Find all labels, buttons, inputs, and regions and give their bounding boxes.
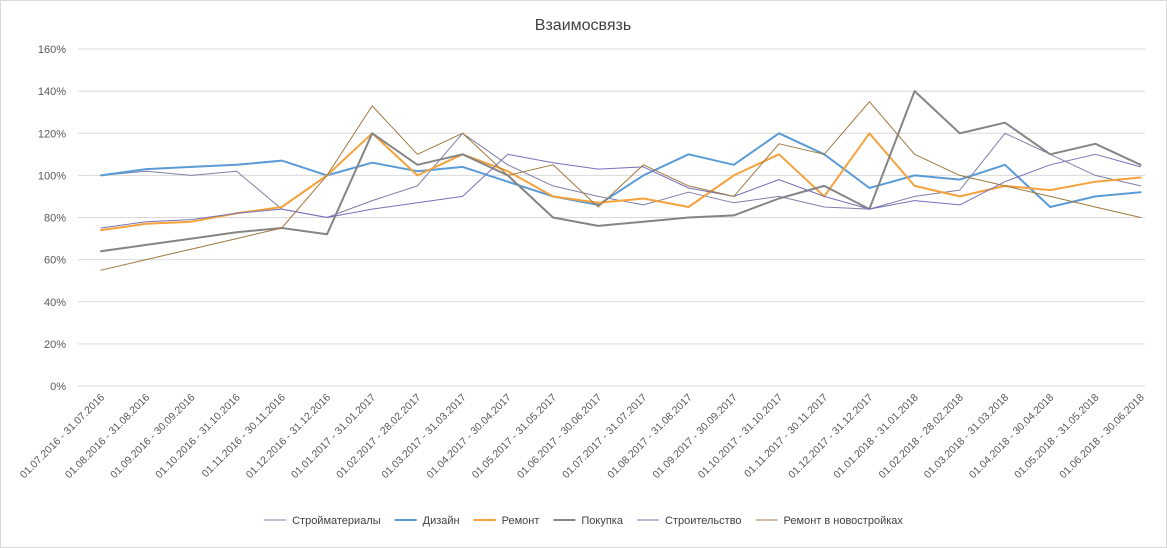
legend-label: Дизайн: [423, 515, 460, 527]
x-tick-label: 01.12.2017 - 31.12.2017: [786, 392, 876, 482]
legend-label: Покупка: [581, 515, 623, 527]
x-tick-label: 01.01.2017 - 31.01.2017: [289, 392, 379, 482]
x-tick-label: 01.07.2016 - 31.07.2016: [18, 392, 108, 482]
y-tick-label: 100%: [38, 170, 66, 182]
x-tick-label: 01.02.2018 - 28.02.2018: [877, 392, 967, 482]
x-tick-label: 01.05.2017 - 31.05.2017: [470, 392, 560, 482]
x-tick-label: 01.10.2016 - 31.10.2016: [153, 392, 243, 482]
legend-label: Стройматериалы: [292, 515, 381, 527]
legend: Стройматериалы Дизайн Ремонт Покупка Строите…: [264, 515, 903, 527]
x-tick-label: 01.08.2017 - 31.08.2017: [605, 392, 695, 482]
series-line-6: [100, 101, 1142, 271]
x-tick-label: 01.03.2018 - 31.03.2018: [922, 392, 1012, 482]
series-line-4: [100, 90, 1142, 253]
series-line-2: [100, 132, 1142, 208]
x-tick-label: 01.12.2016 - 31.12.2016: [244, 392, 334, 482]
series-lines: [100, 90, 1142, 271]
legend-label: Ремонт в новостройках: [784, 515, 904, 527]
y-tick-label: 160%: [38, 44, 66, 56]
x-tick-label: 01.11.2016 - 30.11.2016: [200, 392, 288, 480]
x-tick-label: 01.09.2016 - 30.09.2016: [108, 392, 198, 482]
y-tick-label: 20%: [44, 339, 66, 351]
series-line-3: [100, 132, 1142, 232]
chart-title: Взаимосвязь: [535, 17, 631, 34]
x-tick-label: 01.04.2017 - 30.04.2017: [425, 392, 515, 482]
x-tick-label: 01.09.2017 - 30.09.2017: [651, 392, 741, 482]
y-tick-label: 140%: [38, 86, 66, 98]
x-tick-label: 01.04.2018 - 30.04.2018: [967, 392, 1057, 482]
legend-label: Строительство: [665, 515, 742, 527]
x-tick-label: 01.02.2017 - 28.02.2017: [334, 392, 424, 482]
x-tick-label: 01.06.2018 - 30.06.2018: [1057, 392, 1147, 482]
gridlines: [78, 48, 1145, 387]
x-tick-label: 01.01.2018 - 31.01.2018: [831, 392, 921, 482]
x-tick-label: 01.11.2017 - 30.11.2017: [742, 392, 830, 480]
x-tick-label: 01.06.2017 - 30.06.2017: [515, 392, 605, 482]
x-tick-label: 01.07.2017 - 31.07.2017: [560, 392, 650, 482]
y-tick-label: 0%: [50, 381, 66, 393]
series-line-5: [100, 153, 1142, 229]
x-tick-label: 01.05.2018 - 31.05.2018: [1012, 392, 1102, 482]
x-tick-label: 01.03.2017 - 31.03.2017: [379, 392, 469, 482]
y-tick-label: 120%: [38, 128, 66, 140]
y-tick-label: 40%: [44, 297, 66, 309]
y-tick-label: 80%: [44, 213, 66, 225]
legend-label: Ремонт: [502, 515, 540, 527]
x-tick-label: 01.08.2016 - 31.08.2016: [63, 392, 153, 482]
y-axis-ticks: 0% 20% 40% 60% 80% 100% 120% 140% 160%: [38, 44, 66, 393]
y-tick-label: 60%: [44, 255, 66, 267]
x-tick-label: 01.10.2017 - 31.10.2017: [696, 392, 786, 482]
